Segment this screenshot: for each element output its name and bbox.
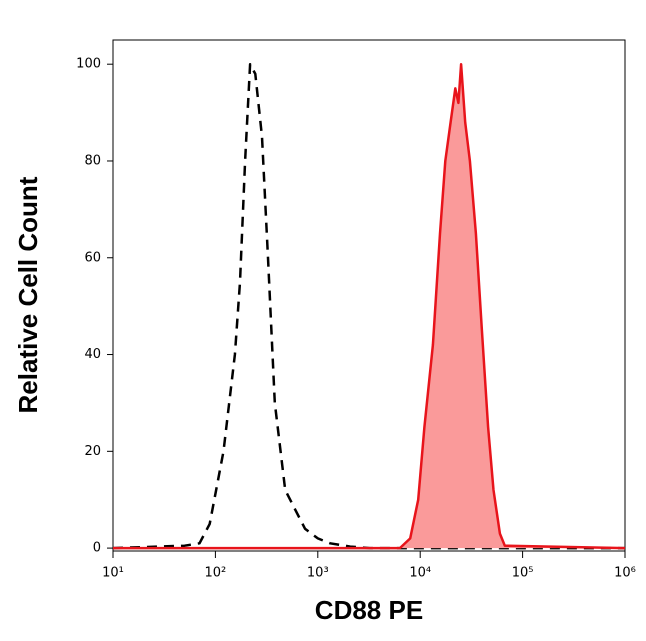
x-tick-label: 10³ [307,566,329,581]
plot-frame [112,39,626,552]
line [112,62,625,550]
y-tick-label: 100 [76,57,101,72]
y-tick-label: 80 [84,153,101,168]
x-tick-label: 10² [205,566,227,581]
line [113,62,626,550]
y-tick-label: 60 [84,250,101,265]
x-axis-title: CD88 PE [315,595,423,625]
y-tick-label: 0 [93,541,101,556]
area [113,64,625,549]
x-tick-label: 10⁶ [614,566,636,581]
x-tick-label: 10¹ [102,566,124,581]
x-tick-label: 10⁴ [409,566,431,581]
y-tick-label: 40 [84,347,101,362]
y-axis-title: Relative Cell Count [13,176,43,413]
x-tick-label: 10⁵ [512,566,534,581]
y-tick-label: 20 [84,444,101,459]
